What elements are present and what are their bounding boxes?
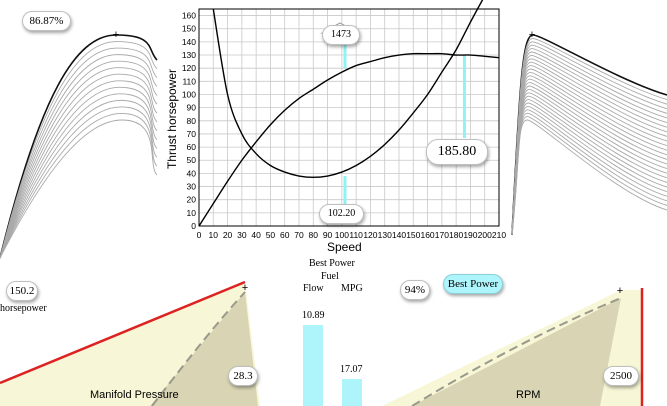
y-tick-label: 140 — [182, 37, 196, 47]
right-plus-marker: + — [529, 29, 535, 41]
y-tick-label: 40 — [187, 168, 197, 178]
y-tick-label: 160 — [182, 11, 196, 21]
fan-curve — [0, 99, 158, 259]
y-tick-label: 50 — [187, 155, 197, 165]
flow-bar-value: 10.89 — [302, 310, 325, 321]
x-tick-label: 40 — [251, 230, 261, 240]
y-tick-label: 60 — [187, 142, 197, 152]
rpm-title: RPM — [516, 389, 541, 401]
speed-callout[interactable]: 185.80 — [426, 139, 488, 165]
x-tick-label: 110 — [349, 230, 363, 240]
x-tick-label: 200 — [478, 230, 492, 240]
x-tick-label: 190 — [463, 230, 477, 240]
power-required-curve — [212, 0, 484, 179]
best-power-mode-button[interactable]: Best Power — [443, 274, 503, 294]
manifold-pressure-title: Manifold Pressure — [90, 389, 179, 401]
fan-curve — [0, 106, 158, 259]
y-tick-label: 130 — [182, 50, 196, 60]
rpm-plus-marker: + — [617, 285, 623, 297]
rpm-dashed-curve — [411, 297, 622, 406]
y-tick-label: 100 — [182, 89, 196, 99]
fan-curve — [0, 67, 158, 259]
fan-curve — [511, 119, 667, 236]
bars-header-fuel: Fuel — [321, 271, 339, 282]
mpg-bar — [342, 379, 362, 406]
y-tick-label: 120 — [182, 63, 196, 73]
rpm-value[interactable]: 2500 — [603, 366, 639, 386]
x-tick-label: 70 — [294, 230, 304, 240]
chart-tick-labels: 0 10 20 30 40 50 60 70 80 90 100 110 120 130 140 150 160… — [182, 11, 507, 240]
x-tick-label: 60 — [280, 230, 290, 240]
fan-curve — [0, 119, 158, 259]
x-tick-label: 90 — [323, 230, 333, 240]
x-tick-label: 150 — [406, 230, 420, 240]
pressure-red-line — [0, 280, 246, 385]
y-tick-label: 110 — [182, 76, 196, 86]
fan-curve — [0, 47, 158, 259]
y-tick-label: 90 — [187, 103, 197, 113]
chart-plot-area — [199, 9, 499, 226]
x-tick-label: 30 — [237, 230, 247, 240]
pressure-value[interactable]: 28.3 — [228, 366, 258, 386]
fan-curve — [0, 73, 158, 259]
pressure-dashed-curve — [151, 291, 246, 406]
x-tick-label: 10 — [209, 230, 219, 240]
y-tick-label: 80 — [187, 116, 197, 126]
flow-column-label: Flow — [303, 283, 324, 294]
x-tick-label: 0 — [197, 230, 202, 240]
horsepower-value: 150.2 — [6, 281, 38, 301]
x-tick-label: 130 — [378, 230, 392, 240]
left-plus-marker: + — [113, 29, 119, 41]
x-tick-label: 80 — [309, 230, 319, 240]
fan-curve — [0, 113, 158, 259]
pressure-plus-marker: + — [242, 282, 248, 294]
x-tick-label: 100 — [335, 230, 349, 240]
efficiency-readout: 86.87% — [22, 11, 71, 31]
flow-bar — [303, 325, 323, 406]
x-axis-label: Speed — [327, 240, 362, 254]
y-tick-label: 10 — [187, 208, 197, 218]
y-tick-label: 0 — [191, 221, 196, 231]
y-tick-label: 20 — [187, 195, 197, 205]
x-tick-label: 210 — [492, 230, 506, 240]
fan-curve — [0, 41, 158, 259]
mpg-column-label: MPG — [341, 283, 363, 294]
fan-curve — [0, 93, 158, 259]
chart-frame — [198, 8, 500, 227]
y-tick-label: 30 — [187, 182, 197, 192]
y-tick-label: 70 — [187, 129, 197, 139]
y-tick-label: 150 — [182, 24, 196, 34]
x-tick-label: 160 — [420, 230, 434, 240]
fan-curve — [0, 86, 158, 259]
rpm-shade-area — [412, 298, 621, 406]
power-available-curve — [198, 52, 500, 227]
bottom-callout[interactable]: 102.20 — [319, 204, 364, 224]
percent-readout: 94% — [400, 280, 430, 300]
top-callout[interactable]: 1473 — [322, 25, 360, 45]
fan-curve — [0, 34, 158, 259]
x-tick-label: 50 — [266, 230, 276, 240]
x-tick-label: 20 — [223, 230, 233, 240]
x-tick-label: 170 — [435, 230, 449, 240]
fan-curve — [0, 60, 158, 259]
bars-header-best-power: Best Power — [309, 258, 355, 269]
horsepower-label: horsepower — [0, 303, 47, 314]
mpg-bar-value: 17.07 — [340, 364, 363, 375]
x-tick-label: 140 — [392, 230, 406, 240]
fan-curve — [0, 54, 158, 259]
x-tick-label: 120 — [363, 230, 377, 240]
x-tick-label: 180 — [449, 230, 463, 240]
fan-curve — [0, 80, 158, 259]
